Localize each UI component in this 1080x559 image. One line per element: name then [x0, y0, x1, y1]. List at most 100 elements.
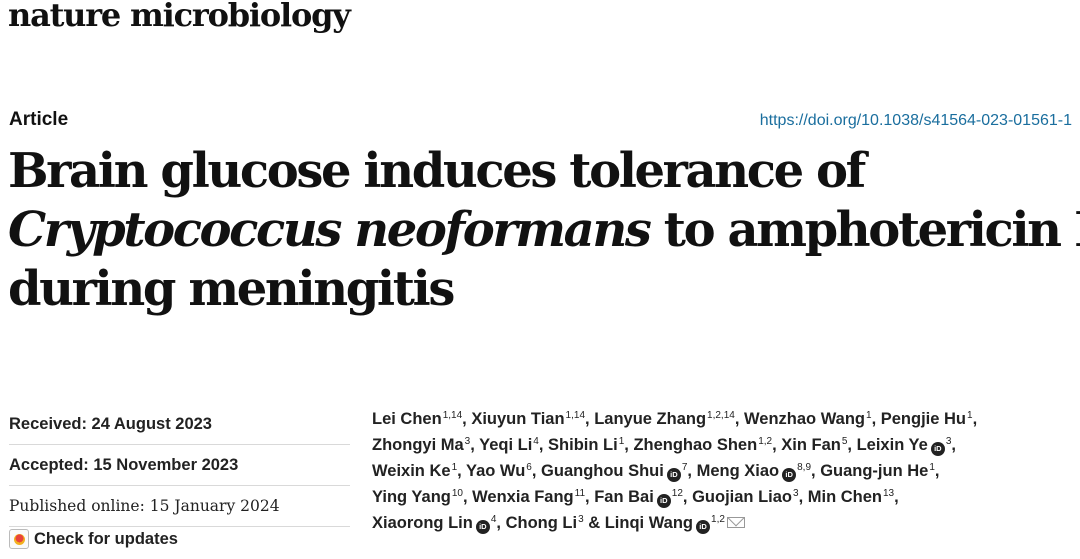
author-name[interactable]: Guanghou Shui — [541, 462, 664, 480]
author-name[interactable]: Shibin Li — [548, 436, 618, 454]
author-separator: , — [496, 514, 506, 532]
author-name[interactable]: Guojian Liao — [692, 488, 793, 506]
author-row: Ying Yang10, Wenxia Fang11, Fan Bai iD12,… — [372, 484, 1072, 510]
author-affiliation[interactable]: 1,2 — [711, 514, 725, 525]
article-type: Article — [9, 109, 69, 130]
author-affiliation[interactable]: 1 — [618, 436, 625, 447]
author-separator: , — [538, 436, 549, 454]
author-name[interactable]: Leixin Ye — [856, 436, 928, 454]
author-name[interactable]: Ying Yang — [372, 488, 451, 506]
author-affiliation[interactable]: 3 — [464, 436, 471, 447]
check-for-updates-icon — [9, 529, 29, 549]
author-name[interactable]: Fan Bai — [594, 488, 654, 506]
orcid-icon[interactable]: iD — [696, 520, 711, 534]
author-affiliation[interactable]: 4 — [490, 514, 497, 525]
author-separator: , — [798, 488, 808, 506]
author-separator: , — [734, 410, 745, 428]
author-affiliation[interactable]: 3 — [578, 514, 584, 525]
orcid-icon[interactable]: iD — [930, 442, 945, 456]
author-affiliation[interactable]: 8,9 — [797, 462, 812, 473]
author-name[interactable]: Zhenghao Shen — [633, 436, 758, 454]
author-name[interactable]: Pengjie Hu — [880, 410, 967, 428]
author-affiliation[interactable]: 1 — [929, 462, 935, 473]
author-affiliation[interactable]: 1 — [866, 410, 872, 421]
author-name[interactable]: Wenzhao Wang — [744, 410, 866, 428]
author-separator: , — [972, 410, 978, 428]
author-name[interactable]: Yeqi Li — [479, 436, 533, 454]
author-row: Weixin Ke1, Yao Wu6, Guanghou Shui iD7, M… — [372, 458, 1072, 484]
author-name[interactable]: Weixin Ke — [372, 462, 451, 480]
author-separator: , — [457, 462, 466, 480]
author-name[interactable]: Min Chen — [807, 488, 882, 506]
author-affiliation[interactable]: 1 — [451, 462, 458, 473]
author-affiliation[interactable]: 5 — [841, 436, 848, 447]
orcid-icon[interactable]: iD — [782, 468, 797, 482]
author-separator: , — [811, 462, 821, 480]
title-species: Cryptococcus neoformans — [8, 202, 652, 258]
author-separator: , — [462, 488, 473, 506]
author-name[interactable]: Xiuyun Tian — [471, 410, 565, 428]
author-separator: , — [682, 488, 693, 506]
check-for-updates-button[interactable]: Check for updates — [9, 529, 178, 549]
published-date: Published online: 15 January 2024 — [9, 486, 350, 527]
author-name[interactable]: Linqi Wang — [604, 514, 694, 532]
title-line-2: Cryptococcus neoformans to amphotericin … — [8, 201, 1080, 260]
author-affiliation[interactable]: 1,2 — [758, 436, 773, 447]
author-name[interactable]: Xiaorong Lin — [372, 514, 473, 532]
author-name[interactable]: Guang-jun He — [820, 462, 929, 480]
mail-icon[interactable] — [726, 517, 745, 528]
author-separator: , — [624, 436, 634, 454]
author-row: Zhongyi Ma3, Yeqi Li4, Shibin Li1, Zheng… — [372, 432, 1072, 458]
received-date: Received: 24 August 2023 — [9, 404, 350, 445]
author-separator: , — [462, 410, 472, 428]
author-affiliation[interactable]: 12 — [671, 488, 683, 499]
author-separator: , — [934, 462, 940, 480]
author-affiliation[interactable]: 4 — [533, 436, 539, 447]
author-affiliation[interactable]: 3 — [945, 436, 952, 447]
article-dates: Received: 24 August 2023 Accepted: 15 No… — [9, 404, 350, 527]
author-separator: , — [951, 436, 956, 454]
author-separator: & — [583, 514, 605, 532]
orcid-icon[interactable]: iD — [656, 494, 671, 508]
author-affiliation[interactable]: 3 — [793, 488, 799, 499]
accepted-date: Accepted: 15 November 2023 — [9, 445, 350, 486]
author-row: Xiaorong Lin iD4, Chong Li3 & Linqi Wang i… — [372, 510, 1072, 536]
check-for-updates-label: Check for updates — [34, 529, 178, 548]
author-affiliation[interactable]: 10 — [451, 488, 463, 499]
author-separator: , — [470, 436, 480, 454]
author-name[interactable]: Yao Wu — [466, 462, 526, 480]
author-separator: , — [847, 436, 857, 454]
author-affiliation[interactable]: 1,14 — [565, 410, 586, 421]
journal-name[interactable]: nature microbiology — [8, 0, 351, 34]
author-separator: , — [585, 410, 595, 428]
author-affiliation[interactable]: 1,14 — [442, 410, 463, 421]
author-separator: , — [894, 488, 899, 506]
title-line-2-rest: to amphotericin B — [649, 202, 1080, 258]
author-separator: , — [531, 462, 542, 480]
title-line-1: Brain glucose induces tolerance of — [8, 143, 866, 199]
author-name[interactable]: Zhongyi Ma — [372, 436, 464, 454]
author-affiliation[interactable]: 13 — [883, 488, 895, 499]
author-name[interactable]: Lanyue Zhang — [594, 410, 707, 428]
author-affiliation[interactable]: 6 — [526, 462, 532, 473]
author-name[interactable]: Meng Xiao — [696, 462, 780, 480]
author-name[interactable]: Wenxia Fang — [472, 488, 574, 506]
author-name[interactable]: Chong Li — [505, 514, 578, 532]
author-row: Lei Chen1,14, Xiuyun Tian1,14, Lanyue Zh… — [372, 406, 1072, 432]
author-affiliation[interactable]: 1,2,14 — [707, 410, 735, 421]
author-list: Lei Chen1,14, Xiuyun Tian1,14, Lanyue Zh… — [372, 406, 1072, 536]
orcid-icon[interactable]: iD — [475, 520, 490, 534]
orcid-icon[interactable]: iD — [666, 468, 681, 482]
article-title: Brain glucose induces tolerance of Crypt… — [8, 142, 1080, 319]
author-affiliation[interactable]: 1 — [967, 410, 973, 421]
author-separator: , — [871, 410, 881, 428]
author-separator: , — [585, 488, 595, 506]
author-name[interactable]: Xin Fan — [781, 436, 841, 454]
doi-link[interactable]: https://doi.org/10.1038/s41564-023-01561… — [759, 112, 1072, 129]
author-affiliation[interactable]: 7 — [681, 462, 688, 473]
author-separator: , — [687, 462, 697, 480]
author-separator: , — [772, 436, 782, 454]
author-affiliation[interactable]: 11 — [574, 488, 586, 499]
title-line-3: during meningitis — [8, 261, 455, 317]
author-name[interactable]: Lei Chen — [372, 410, 442, 428]
